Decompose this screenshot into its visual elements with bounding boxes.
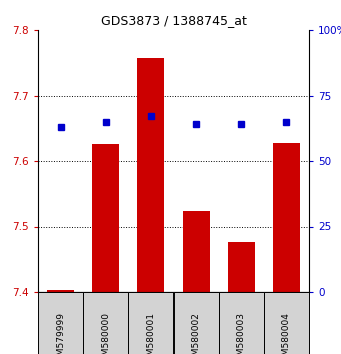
Bar	[137, 57, 164, 292]
Bar	[182, 211, 210, 292]
Text: GSM580002: GSM580002	[192, 312, 201, 354]
Text: GSM580003: GSM580003	[237, 312, 246, 354]
Text: GSM580001: GSM580001	[146, 312, 155, 354]
Bar	[174, 292, 219, 354]
Bar	[47, 290, 74, 292]
Text: GSM580000: GSM580000	[101, 312, 110, 354]
Bar	[128, 292, 174, 354]
Title: GDS3873 / 1388745_at: GDS3873 / 1388745_at	[101, 15, 247, 28]
Bar	[273, 143, 300, 292]
Bar	[228, 242, 255, 292]
Bar	[219, 292, 264, 354]
Text: GSM579999: GSM579999	[56, 312, 65, 354]
Bar	[92, 144, 119, 292]
Bar	[83, 292, 128, 354]
Bar	[264, 292, 309, 354]
Bar	[38, 292, 83, 354]
Text: GSM580004: GSM580004	[282, 312, 291, 354]
